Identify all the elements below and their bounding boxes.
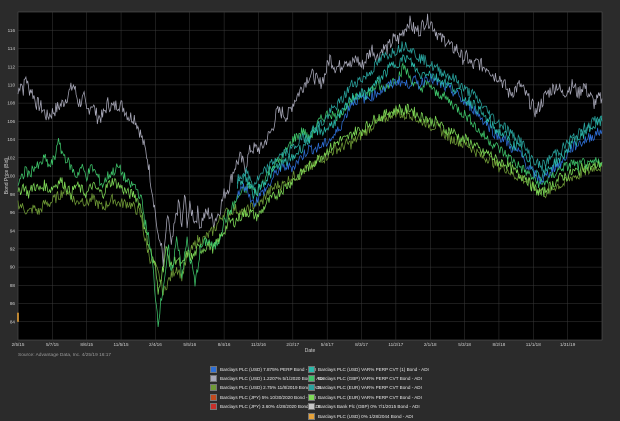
x-tick-label: 8/4/16 [218, 342, 231, 347]
legend: Barclays PLC (USD) 7.875% PERP Bond - AD… [210, 364, 610, 420]
y-tick-label: 116 [8, 28, 16, 33]
legend-item: Barclays PLC (USD) 0% 1/28/2044 Bond - A… [308, 411, 413, 421]
legend-label: Barclays PLC (JPY) 3.60% 4/28/2020 Bond … [220, 404, 321, 410]
x-tick-label: 11/2/17 [388, 342, 403, 347]
source-note: Source: Advantage Data, Inc. 4/25/19 16:… [18, 353, 112, 358]
legend-swatch [210, 365, 217, 373]
legend-item: Barclays PLC (GBP) VAR% PERP CVT Bond - … [308, 373, 422, 383]
series-line [236, 41, 603, 189]
gridlines [17, 12, 602, 340]
legend-swatch [308, 393, 315, 401]
x-tick-label: 2/4/16 [149, 342, 162, 347]
y-tick-label: 90 [10, 265, 16, 270]
legend-swatch [210, 403, 217, 411]
legend-label: Barclays PLC (EUR) VAR% PERP CVT Bond - … [318, 394, 422, 400]
series-lines [17, 13, 603, 328]
legend-swatch [308, 403, 315, 411]
x-tick-label: 8/2/18 [493, 342, 506, 347]
y-tick-label: 98 [10, 192, 16, 197]
y-tick-label: 112 [8, 64, 16, 69]
legend-item: Barclays PLC (USD) VAR% PERP CVT (1) Bon… [308, 364, 429, 374]
y-tick-label: 86 [10, 301, 16, 306]
legend-swatch [210, 393, 217, 401]
legend-item: Barclays PLC (EUR) VAR% PERP CVT Bond - … [308, 392, 422, 402]
legend-label: Barclays Bank Plc (GBP) 0% 7/1/2015 Bond… [318, 404, 420, 410]
legend-swatch [308, 374, 315, 382]
legend-item: Barclays PLC (JPY) 3.60% 4/28/2020 Bond … [210, 402, 320, 412]
legend-label: Barclays PLC (USD) 2.75% 11/8/2019 Bond … [220, 385, 322, 391]
y-tick-label: 84 [10, 319, 16, 324]
legend-label: Barclays PLC (USD) 0% 1/28/2044 Bond - A… [318, 413, 413, 419]
legend-item: Barclays PLC (EUR) VAR% PERP CVT Bond - … [308, 383, 422, 393]
x-axis: 2/5/15 5/7/15 8/6/15 11/5/15 2/4/16 5/5/16 8/4… [12, 342, 576, 347]
legend-label: Barclays PLC (USD) 7.875% PERP Bond - AD… [220, 366, 316, 372]
y-tick-label: 88 [10, 283, 16, 288]
series-line [17, 108, 603, 296]
x-axis-label: Date [305, 348, 316, 354]
legend-item: Barclays Bank Plc (GBP) 0% 7/1/2015 Bond… [308, 402, 420, 412]
series-line [17, 13, 603, 268]
legend-swatch [210, 384, 217, 392]
x-tick-label: 5/7/15 [46, 342, 59, 347]
y-tick-label: 102 [7, 155, 15, 160]
y-tick-label: 92 [10, 246, 16, 251]
legend-swatch [308, 384, 315, 392]
legend-swatch [308, 412, 315, 420]
y-axis: 84 86 88 90 92 94 96 98 100 102 104 106 108 110 112 114… [7, 28, 15, 325]
x-tick-label: 2/2/17 [286, 342, 299, 347]
x-tick-label: 2/1/18 [424, 342, 437, 347]
x-tick-label: 11/3/16 [251, 342, 266, 347]
x-tick-label: 5/5/16 [183, 342, 196, 347]
y-tick-label: 104 [7, 137, 15, 142]
x-tick-label: 8/6/15 [80, 342, 93, 347]
y-tick-label: 96 [10, 210, 16, 215]
y-tick-label: 108 [7, 101, 15, 106]
y-tick-label: 110 [8, 82, 16, 87]
legend-label: Barclays PLC (USD) 1.2207% 5/1/2020 Bond… [220, 375, 324, 381]
x-tick-label: 8/3/17 [355, 342, 368, 347]
y-axis-label: Bond Price (Bid) [4, 157, 10, 194]
x-tick-label: 11/1/18 [526, 342, 541, 347]
legend-item: Barclays PLC (USD) 7.875% PERP Bond - AD… [210, 364, 316, 374]
legend-swatch [308, 365, 315, 373]
y-tick-label: 106 [7, 119, 15, 124]
series-line [17, 103, 603, 295]
legend-item: Barclays PLC (USD) 1.2207% 5/1/2020 Bond… [210, 373, 324, 383]
legend-label: Barclays PLC (JPY) 5% 10/30/2020 Bond - … [220, 394, 317, 400]
series-line [236, 73, 603, 208]
y-tick-label: 94 [10, 228, 16, 233]
x-tick-label: 5/3/18 [458, 342, 471, 347]
x-tick-label: 5/4/17 [321, 342, 334, 347]
y-tick-label: 100 [7, 174, 15, 179]
legend-item: Barclays PLC (JPY) 5% 10/30/2020 Bond - … [210, 392, 316, 402]
x-tick-label: 1/31/19 [560, 342, 576, 347]
y-tick-label: 114 [8, 46, 16, 51]
legend-item: Barclays PLC (USD) 2.75% 11/8/2019 Bond … [210, 383, 321, 393]
series-line [236, 54, 603, 200]
legend-swatch [210, 374, 217, 382]
legend-label: Barclays PLC (GBP) VAR% PERP CVT Bond - … [318, 375, 422, 381]
legend-label: Barclays PLC (EUR) VAR% PERP CVT Bond - … [318, 385, 422, 391]
legend-label: Barclays PLC (USD) VAR% PERP CVT (1) Bon… [318, 366, 429, 372]
x-tick-label: 11/5/15 [114, 342, 129, 347]
x-tick-label: 2/5/15 [12, 342, 25, 347]
